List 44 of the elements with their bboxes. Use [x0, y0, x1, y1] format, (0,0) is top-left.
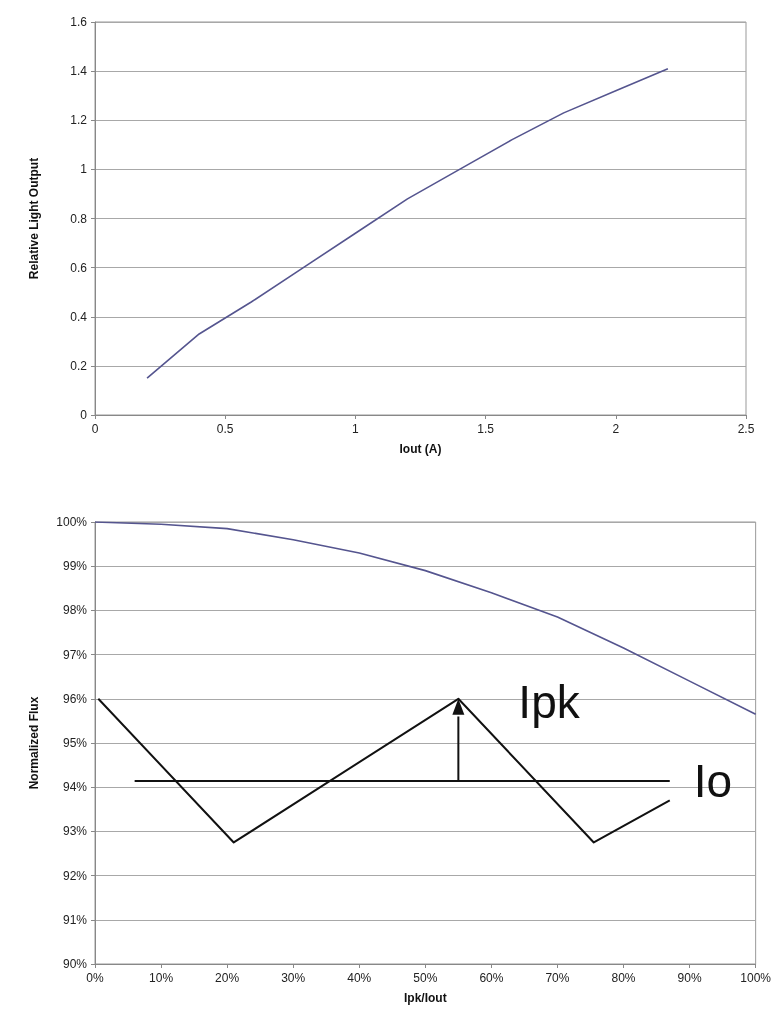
y-tick-label: 0.2	[70, 358, 88, 373]
x-tick-label: 70%	[545, 971, 570, 985]
y-tick-label: 0.6	[70, 260, 88, 275]
y-tick-label: 1.4	[70, 64, 88, 79]
x-tick-label: 30%	[281, 971, 306, 985]
y-tick-label: 95%	[62, 736, 88, 750]
y-tick-label: 92%	[62, 868, 88, 883]
x-axis-title: Iout (A)	[399, 442, 442, 456]
x-tick-label: 10%	[149, 971, 174, 985]
x-tick-label: 20%	[215, 971, 240, 985]
x-tick-label: 1	[352, 422, 360, 436]
y-tick-label: 98%	[62, 603, 88, 618]
x-tick-label: 2	[612, 422, 620, 436]
y-tick-label: 0.4	[70, 309, 88, 324]
x-tick-label: 60%	[479, 971, 504, 985]
y-tick-label: 96%	[62, 691, 88, 706]
x-tick-label: 90%	[677, 971, 702, 985]
x-axis-title: Ipk/Iout	[403, 991, 447, 1005]
ref-line-label: Io	[693, 754, 733, 807]
y-tick-label: 99%	[62, 559, 88, 574]
y-tick-label: 1	[80, 162, 88, 177]
x-tick-label: 80%	[611, 971, 636, 985]
y-tick-label: 1.6	[70, 15, 88, 29]
x-tick-label: 1.5	[477, 422, 495, 436]
y-tick-label: 97%	[62, 647, 88, 662]
y-tick-label: 0	[80, 408, 88, 422]
y-tick-label: 100%	[56, 515, 88, 529]
y-tick-label: 0.8	[70, 211, 88, 226]
x-tick-label: 100%	[740, 971, 772, 985]
x-tick-label: 0	[91, 422, 99, 436]
x-tick-label: 0%	[86, 971, 104, 985]
x-tick-label: 0.5	[216, 422, 234, 436]
y-axis-title: Relative Light Output	[27, 157, 41, 280]
x-tick-label: 2.5	[737, 422, 755, 436]
line-series	[146, 67, 669, 379]
y-tick-label: 94%	[62, 780, 88, 795]
y-tick-label: 93%	[62, 824, 88, 839]
x-tick-label: 50%	[413, 971, 438, 985]
x-tick-label: 40%	[347, 971, 372, 985]
y-tick-label: 90%	[62, 957, 88, 971]
annotation: Ipk	[518, 675, 581, 728]
y-tick-label: 91%	[62, 912, 88, 927]
y-axis-title: Normalized Flux	[27, 696, 41, 790]
y-tick-label: 1.2	[70, 113, 88, 128]
